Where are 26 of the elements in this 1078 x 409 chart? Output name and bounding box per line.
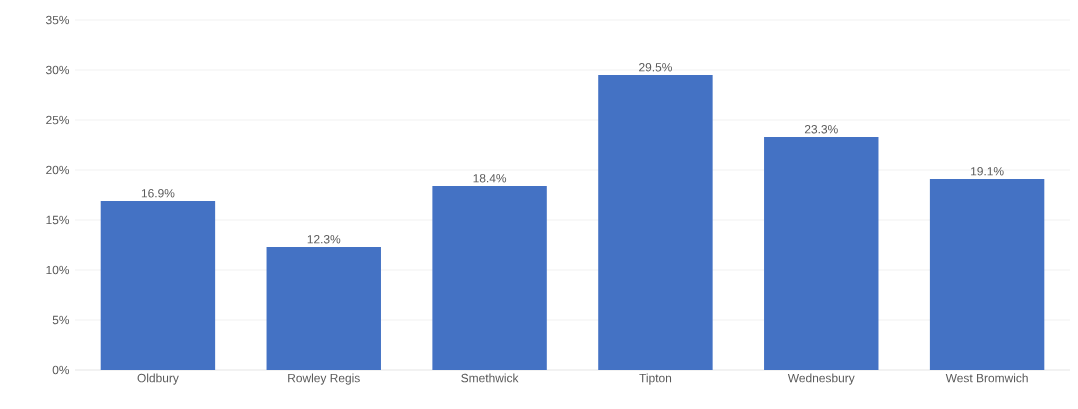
x-tick-label: Smethwick [461,373,519,383]
bar [929,179,1045,370]
x-tick-label: West Bromwich [945,373,1028,383]
y-tick-label: 30% [46,65,70,75]
x-tick-label: Tipton [639,373,672,385]
x-tick-label: Rowley Regis [288,373,360,385]
bar [266,247,381,370]
bar [598,75,713,370]
data-label: 18.4% [473,174,507,183]
data-label: 19.1% [971,167,1004,176]
y-tick-label: 15% [46,215,70,225]
x-tick-label: Oldbury [137,373,179,385]
bar [432,186,547,370]
y-tick-label: 0% [52,365,70,375]
y-tick-label: 5% [52,315,70,325]
y-tick-label: 35% [46,15,70,25]
bar [100,201,216,370]
y-tick-label: 20% [46,165,70,175]
bar [764,137,879,370]
y-tick-label: 25% [46,115,70,125]
data-label: 12.3% [307,235,341,244]
data-label: 23.3% [804,125,838,134]
x-tick-label: Wednesbury [787,373,855,385]
data-label: 29.5% [639,63,672,72]
data-label: 16.9% [141,189,175,198]
y-tick-label: 10% [46,265,70,275]
